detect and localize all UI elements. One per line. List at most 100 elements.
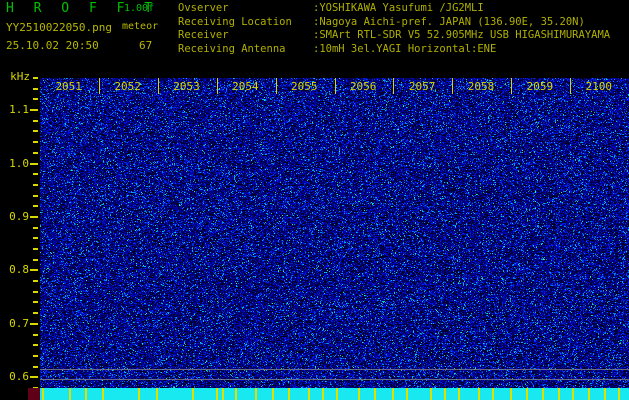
strip-event-tick <box>374 388 376 400</box>
strip-event-tick <box>492 388 494 400</box>
y-axis-major-tick <box>30 322 38 325</box>
x-axis-tick-label: 2056 <box>349 80 377 93</box>
info-row-value: :10mH 3el.YAGI Horizontal:ENE <box>313 42 497 55</box>
x-axis-tick-label: 2053 <box>173 80 200 93</box>
x-axis-tick <box>570 78 571 94</box>
strip-event-tick <box>604 388 606 400</box>
strip-event-tick <box>156 388 158 400</box>
y-axis-tick-label: 0.6 <box>9 370 29 384</box>
y-axis-tick-label: 0.8 <box>9 263 29 277</box>
strip-event-tick <box>444 388 446 400</box>
y-axis-minor-tick <box>33 119 38 122</box>
strip-event-tick <box>618 388 620 400</box>
y-axis-minor-tick <box>33 365 38 368</box>
x-axis-tick-label: 2054 <box>232 80 259 93</box>
y-axis-minor-tick <box>33 290 38 293</box>
y-axis-minor-tick <box>33 98 38 101</box>
y-axis-major-tick <box>30 376 38 379</box>
strip-event-tick <box>222 388 224 400</box>
strip-event-tick <box>322 388 324 400</box>
x-axis-tick <box>452 78 453 94</box>
y-axis-minor-tick <box>33 258 38 261</box>
strip-event-tick <box>272 388 274 400</box>
x-axis-tick <box>393 78 394 94</box>
x-axis-tick-label: 2051 <box>55 80 82 93</box>
strip-event-tick <box>85 388 87 400</box>
y-axis-major-tick <box>30 215 38 218</box>
y-axis-minor-tick <box>33 333 38 336</box>
strip-event-tick <box>358 388 360 400</box>
strip-event-tick <box>192 388 194 400</box>
meteor-label: meteor <box>122 21 159 32</box>
x-axis-tick-label: 2100 <box>585 80 613 93</box>
y-axis-unit-label: kHz <box>10 70 30 83</box>
x-axis-tick-label: 2058 <box>467 80 495 93</box>
strip-event-tick <box>392 388 394 400</box>
filename-label: YY2510022050.png <box>6 21 112 34</box>
y-axis-minor-tick <box>33 205 38 208</box>
x-axis-tick <box>158 78 159 94</box>
y-axis-minor-tick <box>33 173 38 176</box>
strip-event-tick <box>478 388 480 400</box>
y-axis-tick-label: 0.9 <box>9 209 29 223</box>
strip-corner-marker <box>28 388 40 400</box>
strip-event-tick <box>288 388 290 400</box>
info-row-value: :YOSHIKAWA Yasufumi /JG2MLI <box>313 2 484 14</box>
strip-event-tick <box>558 388 560 400</box>
spectrogram-plot: 2051 2052 2053 2054 2055 2056 2057 2058 2059 2100 <box>40 78 629 388</box>
strip-event-tick <box>542 388 544 400</box>
strip-event-tick <box>572 388 574 400</box>
strip-event-tick <box>138 388 140 400</box>
info-row-key: Receiver <box>178 29 229 41</box>
strip-event-tick <box>42 388 44 400</box>
x-axis-tick <box>99 78 100 94</box>
y-axis-major-tick <box>30 269 38 272</box>
y-axis: kHz 1.1 1.0 0.9 0.8 0.7 0.6 <box>0 70 40 390</box>
y-axis-tick-label: 1.0 <box>9 156 29 170</box>
strip-event-tick <box>69 388 71 400</box>
spectrogram-noise-canvas <box>40 78 629 388</box>
y-axis-minor-tick <box>33 312 38 315</box>
app-version: 1.00f <box>124 3 155 14</box>
info-row-key: Receiving Location <box>178 15 292 28</box>
station-info-block: Ovserver :YOSHIKAWA Yasufumi /JG2MLI Recei… <box>178 2 610 56</box>
strip-event-tick <box>458 388 460 400</box>
x-axis-tick <box>276 78 277 94</box>
signal-strength-strip <box>40 388 629 400</box>
spectrogram-reference-line <box>40 369 629 371</box>
y-axis-minor-tick <box>33 77 38 79</box>
meteor-count: 67 <box>139 39 153 52</box>
x-axis-tick-label: 2052 <box>114 80 141 93</box>
y-axis-minor-tick <box>33 151 38 154</box>
y-axis-minor-tick <box>33 344 38 347</box>
info-row-key: Receiving Antenna <box>178 42 286 55</box>
x-axis-tick-label: 2055 <box>291 80 318 93</box>
y-axis-minor-tick <box>33 130 38 133</box>
strip-event-tick <box>308 388 310 400</box>
y-axis-minor-tick <box>33 194 38 197</box>
spectrogram-reference-line <box>40 379 629 381</box>
strip-event-tick <box>216 388 218 400</box>
info-row-key: Ovserver <box>178 2 229 14</box>
y-axis-minor-tick <box>33 354 38 357</box>
x-axis-tick-label: 2059 <box>526 80 554 93</box>
y-axis-minor-tick <box>33 280 38 283</box>
x-axis-tick <box>217 78 218 94</box>
info-row: Ovserver :YOSHIKAWA Yasufumi /JG2MLI <box>178 2 610 16</box>
y-axis-minor-tick <box>33 183 38 186</box>
strip-event-tick <box>588 388 590 400</box>
x-axis-tick-label: 2057 <box>408 80 436 93</box>
timestamp-label: 25.10.02 20:50 <box>6 39 99 52</box>
y-axis-major-tick <box>30 162 38 165</box>
info-row-value: :SMArt RTL-SDR V5 52.905MHz USB HIGASHIM… <box>313 29 611 41</box>
info-row-value: :Nagoya Aichi-pref. JAPAN (136.90E, 35.2… <box>313 15 585 28</box>
strip-event-tick <box>406 388 408 400</box>
strip-event-tick <box>235 388 237 400</box>
y-axis-minor-tick <box>33 248 38 251</box>
y-axis-minor-tick <box>33 87 38 90</box>
y-axis-minor-tick <box>33 237 38 240</box>
x-axis-tick <box>511 78 512 94</box>
app-title: H R O F F T <box>6 1 159 16</box>
strip-event-tick <box>102 388 104 400</box>
